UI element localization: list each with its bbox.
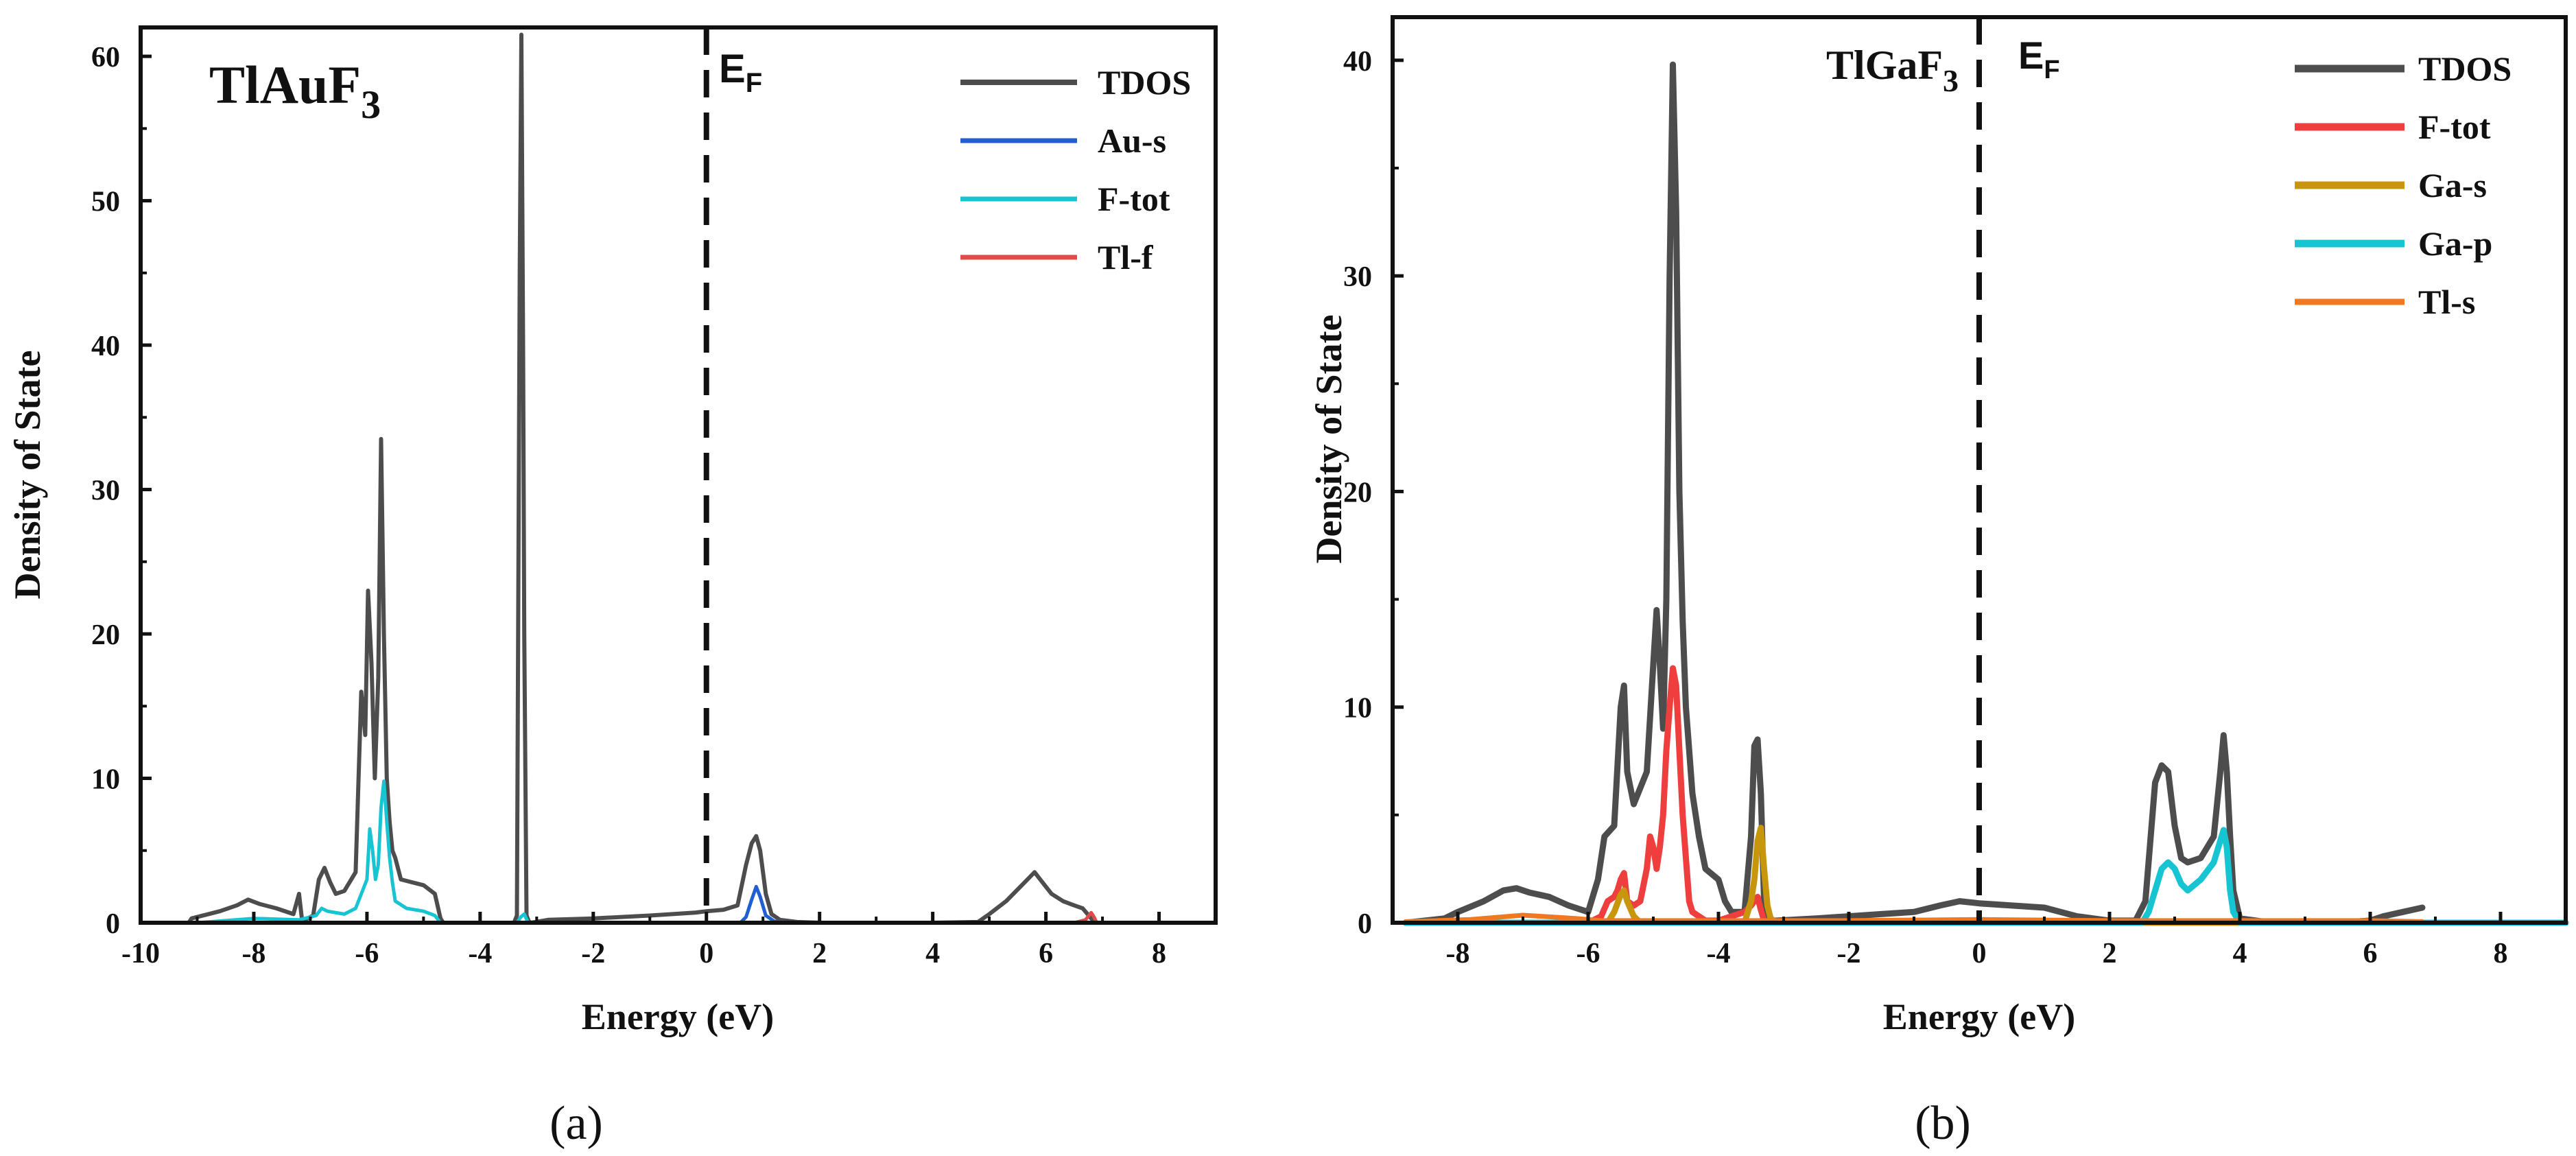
- x-axis-label-b: Energy (eV): [1883, 996, 2075, 1037]
- y-tick-label-b: 40: [1343, 46, 1372, 78]
- fermi-label-main-b: E: [2018, 34, 2044, 77]
- svg-text:EF: EF: [2018, 34, 2060, 84]
- x-tick-label-a: -10: [121, 938, 160, 969]
- legend-a: TDOS Au-s F-tot Tl-f: [960, 63, 1191, 276]
- legend-label-ga-p-b: Ga-p: [2418, 224, 2492, 263]
- panel-title-main-a: TlAuF: [209, 55, 361, 115]
- y-tick-label-a: 60: [91, 42, 120, 73]
- legend-label-f-tot-a: F-tot: [1098, 180, 1170, 218]
- x-tick-label-b: 2: [2103, 938, 2117, 969]
- fermi-label-b: EF: [2018, 34, 2060, 84]
- x-tick-label-a: 6: [1039, 938, 1053, 969]
- legend-label-tl-f-a: Tl-f: [1098, 238, 1154, 276]
- y-tick-label-a: 30: [91, 475, 120, 507]
- x-tick-label-a: 8: [1152, 938, 1166, 969]
- series-tdos-a: [139, 32, 1099, 925]
- x-tick-label-b: -8: [1446, 938, 1470, 969]
- x-tick-label-a: 2: [812, 938, 827, 969]
- series-ga-p-b: [1402, 827, 2569, 926]
- x-tick-label-a: 4: [925, 938, 940, 969]
- caption-b: (b): [1915, 1097, 1971, 1150]
- svg-text:EF: EF: [719, 47, 762, 98]
- y-tick-label-a: 0: [106, 908, 120, 940]
- panel-title-sub-a: 3: [361, 82, 381, 127]
- panel-title-sub-b: 3: [1943, 63, 1959, 98]
- x-tick-label-a: -6: [355, 938, 379, 969]
- y-tick-label-a: 20: [91, 620, 120, 651]
- series-ga-s-b: [1402, 825, 2569, 926]
- y-axis-label-a: Density of State: [7, 351, 48, 600]
- caption-a: (a): [550, 1097, 603, 1150]
- x-axis-label-a: Energy (eV): [582, 996, 774, 1037]
- legend-label-f-tot-b: F-tot: [2418, 108, 2491, 146]
- y-tick-label-a: 40: [91, 331, 120, 362]
- y-tick-label-b: 10: [1343, 693, 1372, 724]
- legend-label-tdos-b: TDOS: [2418, 49, 2512, 88]
- legend-label-au-s-a: Au-s: [1098, 121, 1166, 160]
- panel-title-main-b: TlGaF: [1826, 43, 1943, 88]
- x-tick-label-b: 8: [2494, 938, 2508, 969]
- plot-frame-a: [139, 25, 1218, 925]
- panel-title-b: TlGaF3: [1826, 43, 1959, 98]
- x-tick-label-b: -2: [1837, 938, 1861, 969]
- legend-label-tl-s-b: Tl-s: [2418, 283, 2475, 321]
- fermi-label-sub-a: F: [746, 68, 762, 98]
- series-f-tot-b: [1402, 665, 2569, 926]
- x-tick-label-b: 4: [2233, 938, 2247, 969]
- y-tick-label-a: 50: [91, 187, 120, 218]
- fermi-label-main-a: E: [719, 47, 746, 91]
- legend-b: TDOS F-tot Ga-s Ga-p Tl-s: [2295, 49, 2512, 321]
- x-tick-label-a: -8: [241, 938, 265, 969]
- x-tick-label-b: 6: [2363, 938, 2378, 969]
- y-tick-label-b: 30: [1343, 261, 1372, 293]
- x-tick-label-b: -6: [1576, 938, 1600, 969]
- panel-b: (b) Energy (eV) Density of State TlGaF3 …: [1308, 15, 2569, 1150]
- panel-title-a: TlAuF3: [209, 55, 381, 127]
- y-axis-label-b: Density of State: [1308, 315, 1349, 564]
- legend-label-ga-s-b: Ga-s: [2418, 166, 2487, 204]
- series-tdos-b: [1402, 61, 2426, 926]
- y-tick-label-b: 20: [1343, 477, 1372, 508]
- fermi-label-sub-b: F: [2044, 56, 2059, 84]
- y-tick-label-a: 10: [91, 764, 120, 796]
- fermi-label-a: EF: [719, 47, 762, 98]
- x-tick-label-b: 0: [1972, 938, 1987, 969]
- x-tick-label-a: 0: [699, 938, 713, 969]
- x-tick-label-b: -4: [1707, 938, 1731, 969]
- x-tick-label-a: -2: [581, 938, 605, 969]
- x-tick-label-a: -4: [468, 938, 492, 969]
- legend-label-tdos-a: TDOS: [1098, 63, 1191, 102]
- y-tick-label-b: 0: [1358, 908, 1372, 940]
- panel-a: (a) Energy (eV) Density of State TlAuF3 …: [7, 25, 1218, 1150]
